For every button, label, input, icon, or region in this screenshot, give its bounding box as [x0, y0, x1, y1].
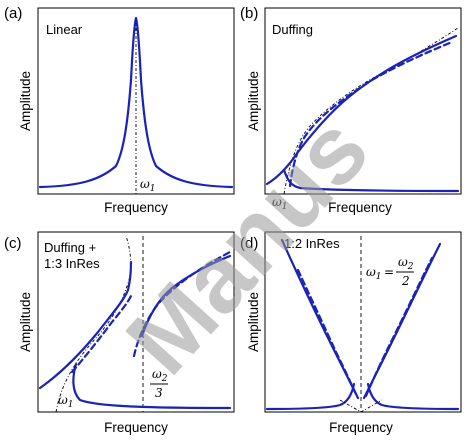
panel-d: (d) 1:2 InRes Frequency Amplitude ω1 = ω… — [240, 231, 462, 435]
panel-a: (a) Linear Frequency Amplitude ω1 — [4, 5, 235, 215]
panel-d-xlabel: Frequency — [329, 420, 393, 435]
svg-text:ω2: ω2 — [398, 255, 414, 272]
panel-b-letter: (b) — [240, 5, 258, 22]
panel-c-right-branch — [140, 254, 232, 338]
panel-a-resonance-curve — [38, 16, 234, 189]
panel-d-letter: (d) — [240, 235, 258, 252]
panel-c-ylabel: Amplitude — [18, 292, 33, 352]
svg-text:ω1: ω1 — [366, 265, 382, 282]
panel-c-omega2-over-3-label: ω2 3 — [150, 367, 168, 400]
panel-c-xlabel: Frequency — [104, 420, 168, 435]
panel-c: (c) Duffing + 1:3 InRes Frequency Amplit… — [4, 231, 235, 435]
panel-c-frame — [37, 231, 235, 413]
panel-d-frame — [264, 231, 462, 413]
panel-c-bottom-branch — [72, 362, 232, 410]
svg-text:2: 2 — [401, 274, 410, 288]
panel-a-omega1-label: ω1 — [140, 177, 156, 194]
panel-c-omega1-label: ω1 — [58, 393, 74, 410]
svg-text:3: 3 — [155, 386, 163, 400]
panel-a-xlabel: Frequency — [104, 200, 168, 215]
panel-b: (b) Duffing Frequency Amplitude ω1 — [240, 5, 462, 215]
panel-d-backbone — [339, 399, 383, 413]
panel-d-omega-relation-label: ω1 = ω2 2 — [366, 255, 414, 288]
panel-d-bottom-left — [265, 382, 356, 411]
panel-b-unstable-branch — [288, 40, 454, 188]
panel-c-left-unstable — [70, 294, 133, 374]
panel-a-ylabel: Amplitude — [18, 71, 33, 131]
panel-b-frame — [264, 7, 462, 195]
panel-c-left-branch — [38, 260, 133, 390]
panel-d-bottom-right — [366, 382, 460, 411]
panel-c-backbone — [55, 235, 132, 413]
panel-a-letter: (a) — [4, 5, 22, 22]
panel-c-right-unstable — [132, 250, 232, 358]
panel-b-omega1-label: ω1 — [272, 195, 288, 212]
panel-b-ylabel: Amplitude — [246, 71, 261, 131]
panel-c-title-line1: Duffing + — [44, 240, 96, 255]
panel-b-backbone — [283, 27, 459, 195]
panel-a-title: Linear — [46, 22, 83, 37]
panel-d-right-unstable — [364, 256, 434, 398]
panel-d-left-unstable — [296, 268, 359, 398]
svg-text:ω2: ω2 — [152, 367, 168, 384]
panel-d-ylabel: Amplitude — [246, 292, 261, 352]
panel-b-xlabel: Frequency — [328, 200, 392, 215]
panel-b-upper-branch — [265, 34, 458, 186]
panel-c-letter: (c) — [4, 235, 22, 252]
panel-b-title: Duffing — [272, 22, 313, 37]
panel-b-lower-branch — [282, 168, 460, 193]
panel-c-title-line2: 1:3 InRes — [44, 256, 100, 271]
svg-text:=: = — [384, 265, 394, 279]
panel-d-title: 1:2 InRes — [284, 236, 340, 251]
